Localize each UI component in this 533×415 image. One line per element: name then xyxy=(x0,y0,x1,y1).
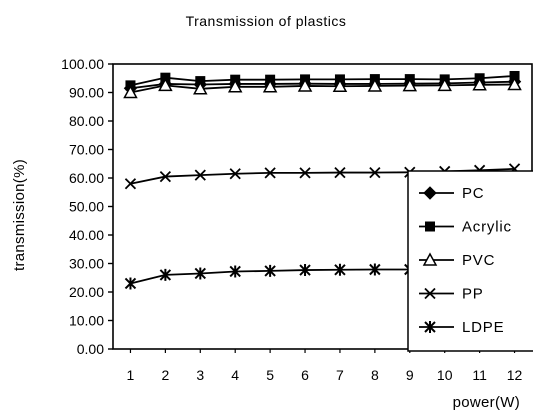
legend-label: PVC xyxy=(462,252,495,269)
x-tick-label: 6 xyxy=(301,367,309,383)
x-tick-label: 4 xyxy=(231,367,239,383)
data-point-ldpe xyxy=(229,265,241,278)
data-point-pp xyxy=(159,170,172,183)
data-point-ldpe xyxy=(194,267,206,280)
y-axis-ticks: 0.00 10.00 20.00 30.00 40.00 50.00 60.00 70.00 8… xyxy=(61,56,113,357)
data-point-pvc xyxy=(227,79,243,93)
data-point-pvc xyxy=(332,78,348,92)
legend-label: Acrylic xyxy=(462,219,512,236)
legend-item-ldpe: LDPE xyxy=(419,319,504,336)
data-point-pvc xyxy=(262,79,278,93)
y-axis-label: transmission(%) xyxy=(11,159,28,271)
y-tick-label: 90.00 xyxy=(69,85,104,101)
data-point-pp xyxy=(369,166,381,179)
chart-title: Transmission of plastics xyxy=(186,13,347,29)
legend-marker-pvc xyxy=(422,252,438,266)
series-line-pvc xyxy=(130,83,515,94)
x-tick-label: 12 xyxy=(507,367,523,383)
data-point-ldpe xyxy=(124,277,137,290)
data-point-ldpe xyxy=(159,268,172,281)
data-point-acrylic xyxy=(160,72,171,83)
series-line-acrylic xyxy=(130,75,515,87)
data-point-pp xyxy=(299,167,311,179)
x-tick-label: 9 xyxy=(406,367,414,383)
legend: PC Acrylic PVC PP LDPE xyxy=(407,170,533,352)
legend-marker-acrylic xyxy=(425,221,435,232)
y-tick-label: 70.00 xyxy=(69,142,104,158)
data-point-pvc xyxy=(437,77,452,92)
y-tick-label: 30.00 xyxy=(69,256,104,272)
data-point-pvc xyxy=(367,78,383,92)
data-point-pp xyxy=(334,166,346,179)
x-tick-label: 2 xyxy=(161,367,169,383)
data-point-ldpe xyxy=(369,263,381,276)
x-tick-label: 8 xyxy=(371,367,379,383)
y-tick-label: 0.00 xyxy=(77,341,104,357)
legend-label: PP xyxy=(462,286,484,303)
y-tick-label: 20.00 xyxy=(69,284,104,300)
data-point-acrylic xyxy=(509,70,520,81)
data-point-ldpe xyxy=(264,264,276,277)
x-axis-ticks: 1 2 3 4 5 6 7 8 9 10 11 12 xyxy=(127,349,523,383)
data-point-pvc xyxy=(472,77,487,91)
x-tick-label: 7 xyxy=(336,367,344,383)
data-point-pp xyxy=(229,168,241,180)
data-point-pvc xyxy=(297,78,313,92)
legend-marker-ldpe xyxy=(424,321,436,333)
y-tick-label: 50.00 xyxy=(69,199,104,215)
series-pvc xyxy=(123,76,522,99)
data-point-pvc xyxy=(158,77,173,92)
data-point-acrylic xyxy=(195,76,206,87)
data-point-pp xyxy=(124,178,137,190)
legend-item-acrylic: Acrylic xyxy=(419,219,512,236)
legend-marker-pc xyxy=(423,186,437,200)
data-point-pvc xyxy=(507,76,522,91)
y-tick-label: 100.00 xyxy=(61,56,104,72)
y-tick-label: 80.00 xyxy=(69,113,104,129)
legend-item-pvc: PVC xyxy=(419,252,495,269)
data-point-pp xyxy=(194,169,206,181)
x-tick-label: 5 xyxy=(266,367,274,383)
legend-marker-pp xyxy=(424,287,436,300)
y-tick-label: 60.00 xyxy=(69,170,104,186)
x-tick-label: 1 xyxy=(127,367,135,383)
x-tick-label: 11 xyxy=(472,367,487,383)
x-tick-label: 10 xyxy=(437,367,453,383)
legend-item-pc: PC xyxy=(419,185,484,202)
x-tick-label: 3 xyxy=(196,367,204,383)
legend-label: PC xyxy=(462,185,484,202)
data-point-ldpe xyxy=(299,264,311,277)
y-tick-label: 10.00 xyxy=(69,313,104,329)
data-point-pp xyxy=(264,167,276,179)
data-point-pvc xyxy=(123,84,138,99)
y-tick-label: 40.00 xyxy=(69,227,104,243)
x-axis-label: power(W) xyxy=(453,394,520,411)
data-point-pvc xyxy=(193,81,208,95)
legend-label: LDPE xyxy=(462,319,504,336)
data-point-ldpe xyxy=(334,263,346,276)
legend-item-pp: PP xyxy=(419,286,484,303)
data-point-pvc xyxy=(402,78,418,92)
